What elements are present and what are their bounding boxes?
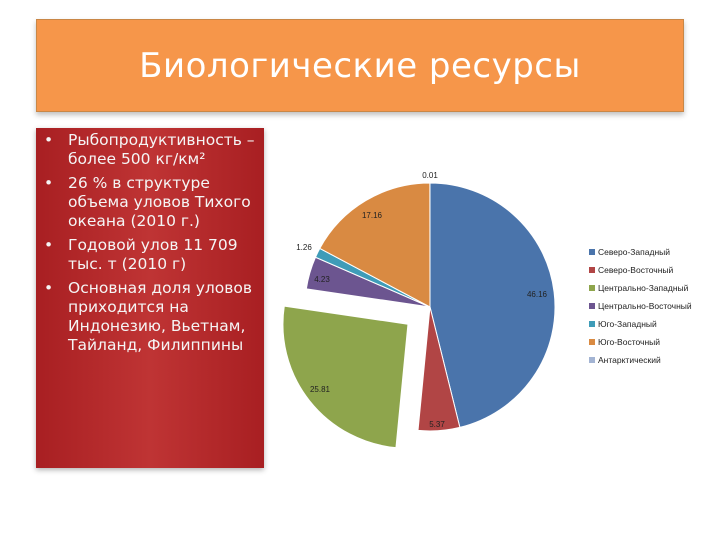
legend-entry: Юго-Восточный <box>598 337 660 347</box>
bullet-dot-icon: • <box>44 131 54 149</box>
legend-swatch <box>589 249 595 255</box>
slide-title: Биологические ресурсы <box>139 45 581 86</box>
legend-swatch <box>589 303 595 309</box>
legend-swatch <box>589 357 595 363</box>
pie-slices <box>282 182 556 449</box>
legend-entry: Центрально-Восточный <box>598 301 692 311</box>
bullet-panel: • Рыбопродуктивность – более 500 кг/км² •… <box>36 128 264 468</box>
bullet-list: • Рыбопродуктивность – более 500 кг/км² •… <box>44 131 258 355</box>
pie-slice <box>319 182 431 308</box>
legend-swatch <box>589 285 595 291</box>
title-banner: Биологические ресурсы <box>36 19 684 112</box>
legend-entry: Северо-Западный <box>598 247 670 257</box>
data-label: 17.16 <box>362 211 383 220</box>
legend-entry: Юго-Западный <box>598 319 657 329</box>
pie-slice <box>282 305 409 449</box>
legend-swatch <box>589 321 595 327</box>
legend-entry: Антарктический <box>598 355 661 365</box>
data-label: 25.81 <box>310 385 331 394</box>
bullet-dot-icon: • <box>44 236 54 254</box>
data-label: 0.01 <box>422 171 438 180</box>
data-label: 46.16 <box>527 290 548 299</box>
pie-slice <box>429 182 556 429</box>
legend-swatch <box>589 267 595 273</box>
pie-slice <box>417 306 461 432</box>
legend-entry: Центрально-Западный <box>598 283 689 293</box>
legend-entry: Северо-Восточный <box>598 265 674 275</box>
data-labels: 46.16 5.37 25.81 4.23 1.26 17.16 0.01 <box>296 171 547 429</box>
data-label: 4.23 <box>314 275 330 284</box>
bullet-dot-icon: • <box>44 174 54 192</box>
bullet-item: • Основная доля уловов приходится на Индо… <box>44 279 253 354</box>
legend-swatch <box>589 339 595 345</box>
data-label: 5.37 <box>429 420 445 429</box>
bullet-item: • Годовой улов 11 709 тыс. т (2010 г) <box>44 236 238 273</box>
bullet-item: • 26 % в структуре объема уловов Тихого о… <box>44 174 251 230</box>
legend: Северо-Западный Северо-Восточный Центральн… <box>589 247 692 365</box>
bullet-item: • Рыбопродуктивность – более 500 кг/км² <box>44 131 255 168</box>
bullet-dot-icon: • <box>44 279 54 297</box>
data-label: 1.26 <box>296 243 312 252</box>
